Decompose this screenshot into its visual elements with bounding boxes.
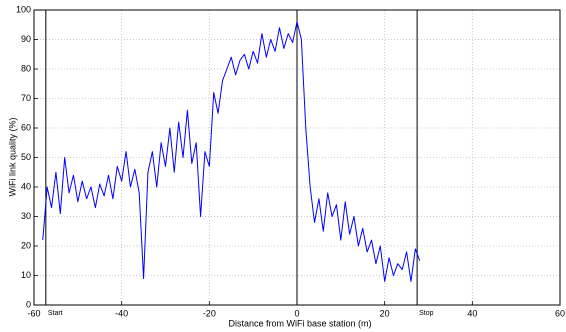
y-tick-label: 40 xyxy=(21,181,31,191)
data-line xyxy=(42,21,421,282)
x-tick-label: 0 xyxy=(294,308,299,318)
x-tick-label: 60 xyxy=(555,308,565,318)
x-tick-label: -40 xyxy=(115,308,128,318)
y-tick-label: 60 xyxy=(21,122,31,132)
plot-frame xyxy=(33,9,561,306)
y-tick-label: 0 xyxy=(26,299,31,309)
x-axis-label: Distance from WiFi base station (m) xyxy=(228,318,371,328)
y-tick-label: 80 xyxy=(21,63,31,73)
x-tick-label: 20 xyxy=(380,308,390,318)
y-tick-label: 90 xyxy=(21,34,31,44)
y-tick-label: 70 xyxy=(21,93,31,103)
y-tick-label: 20 xyxy=(21,240,31,250)
marker-label: Stop xyxy=(419,310,434,317)
x-tick-label: -20 xyxy=(203,308,216,318)
y-tick-label: 30 xyxy=(21,211,31,221)
x-tick-label: 40 xyxy=(467,308,477,318)
y-tick-label: 50 xyxy=(21,152,31,162)
y-axis-label: WiFi link quality (%) xyxy=(7,117,17,196)
x-tick-label: -60 xyxy=(27,308,40,318)
marker-label: Start xyxy=(48,310,63,317)
y-tick-label: 10 xyxy=(21,270,31,280)
y-tick-label: 100 xyxy=(16,4,31,14)
